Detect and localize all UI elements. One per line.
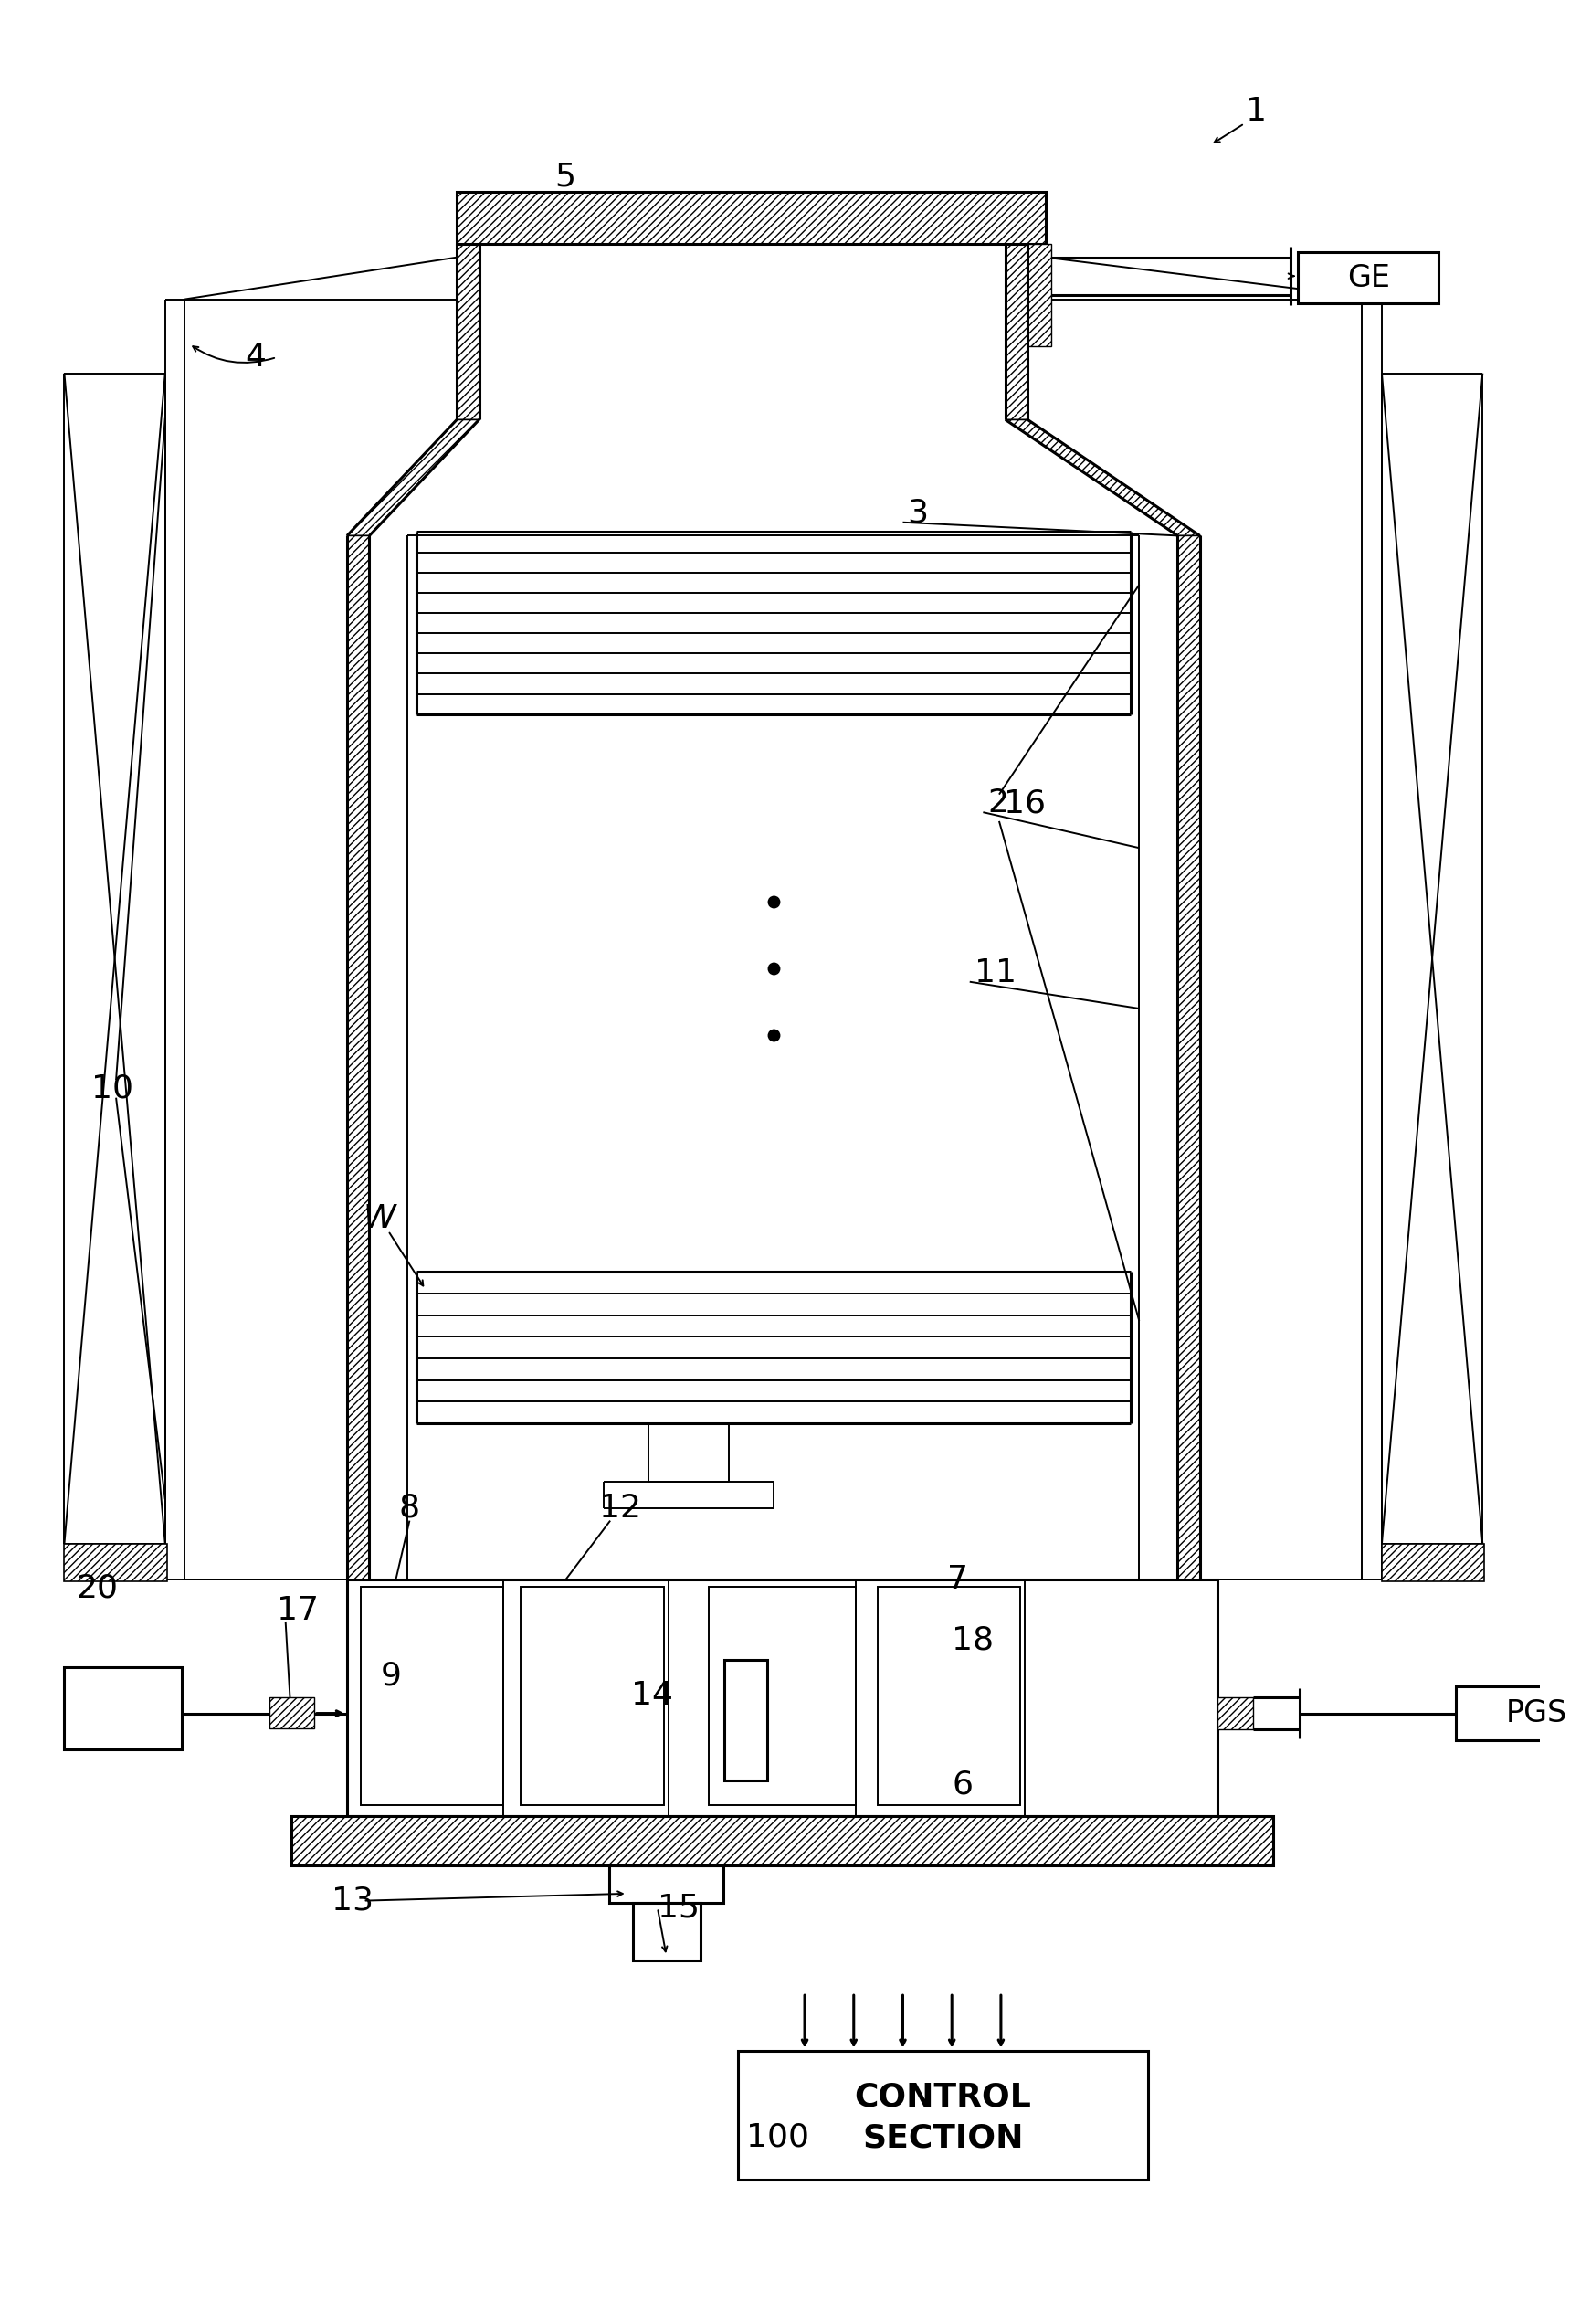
Bar [64,1543,166,1580]
Bar [1455,1687,1570,1741]
Bar [738,2050,1148,2180]
Text: PGS: PGS [1506,1699,1567,1729]
Bar [347,1580,1218,1815]
Bar [1218,1697,1253,1729]
Bar [1178,535,1199,1580]
Text: 100: 100 [746,2122,809,2152]
Bar [633,1903,700,1961]
Bar [347,535,369,1580]
Text: 12: 12 [600,1492,642,1525]
Bar [457,193,1046,244]
Bar [609,1866,724,1903]
Text: 9: 9 [382,1659,402,1692]
Text: 18: 18 [951,1624,994,1655]
Text: W: W [363,1204,396,1234]
Bar [64,1666,182,1750]
Bar [1028,244,1050,346]
Text: 11: 11 [973,957,1016,988]
Bar [457,244,479,421]
Text: CONTROL: CONTROL [854,2082,1031,2113]
Text: 20: 20 [75,1573,118,1604]
Bar [708,1587,856,1806]
Bar [1298,251,1438,304]
Text: 4: 4 [245,342,267,372]
Bar [878,1587,1020,1806]
Text: 8: 8 [399,1492,419,1525]
Text: 1: 1 [1247,95,1267,128]
Text: 6: 6 [951,1769,973,1801]
Bar [424,535,1123,1580]
Text: 17: 17 [276,1594,319,1627]
Bar [521,1587,664,1806]
Text: 15: 15 [658,1892,700,1924]
Bar [292,1815,1273,1866]
Bar [1005,244,1028,421]
Text: 13: 13 [331,1885,374,1917]
Text: 16: 16 [1003,788,1046,818]
Text: 14: 14 [631,1680,674,1710]
Polygon shape [347,421,479,535]
Text: 10: 10 [91,1074,133,1104]
Text: 7: 7 [947,1564,969,1594]
Bar [361,1587,502,1806]
Bar [270,1697,314,1729]
Polygon shape [1005,421,1199,535]
Text: 5: 5 [554,160,576,193]
Text: 2: 2 [988,788,1008,818]
Bar [724,1659,768,1780]
Bar [1382,1543,1484,1580]
Text: 3: 3 [907,497,928,530]
Text: SECTION: SECTION [862,2122,1024,2154]
Text: GE: GE [1347,263,1389,293]
